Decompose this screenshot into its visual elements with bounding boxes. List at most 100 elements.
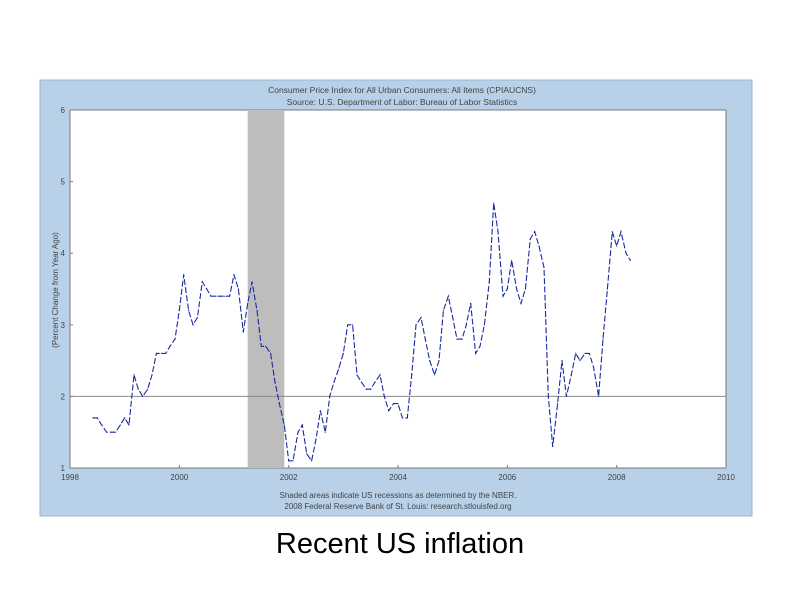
data-point (393, 403, 395, 405)
data-point (233, 274, 235, 276)
data-point (561, 360, 563, 362)
data-point (206, 288, 208, 290)
chart-title: Consumer Price Index for All Urban Consu… (268, 85, 536, 95)
y-axis-label: (Percent Change from Year Ago) (51, 232, 60, 348)
data-point (124, 417, 126, 419)
data-point (565, 395, 568, 397)
data-point (365, 388, 367, 390)
data-point (511, 259, 513, 261)
data-point (442, 309, 444, 312)
data-point (538, 245, 540, 247)
data-point (306, 453, 308, 455)
data-point (543, 266, 545, 269)
data-point (265, 345, 267, 347)
data-point (415, 324, 417, 326)
data-point (201, 281, 203, 283)
data-point (301, 424, 303, 426)
data-point (401, 417, 403, 419)
data-point (502, 295, 504, 297)
data-point (251, 281, 253, 283)
y-tick-label: 2 (61, 392, 66, 401)
data-point (151, 374, 153, 376)
data-point (397, 403, 399, 405)
data-point (178, 309, 180, 312)
data-point (210, 295, 212, 297)
data-point (529, 238, 531, 240)
y-tick-label: 6 (61, 106, 66, 115)
data-point (215, 295, 217, 297)
data-point (461, 338, 463, 340)
data-point (434, 374, 436, 376)
data-point (297, 431, 299, 433)
data-point (479, 345, 481, 347)
slide-caption: Recent US inflation (275, 528, 525, 560)
data-point (470, 302, 472, 304)
data-point (106, 431, 108, 433)
data-point (424, 338, 426, 340)
y-tick-label: 3 (61, 321, 66, 330)
data-point (611, 231, 613, 233)
data-point (557, 403, 559, 405)
data-point (292, 460, 294, 462)
data-point (406, 417, 408, 419)
data-point (247, 302, 249, 304)
data-point (452, 317, 454, 319)
data-point (347, 324, 349, 326)
data-point (493, 202, 495, 204)
series-points (92, 202, 631, 462)
data-point (188, 309, 190, 312)
y-tick-label: 5 (61, 178, 66, 187)
data-point (324, 431, 326, 433)
x-tick-label: 2000 (170, 473, 188, 482)
chart-subtitle: Source: U.S. Department of Labor: Bureau… (287, 97, 518, 107)
x-tick-label: 1998 (61, 473, 79, 482)
data-point (370, 388, 372, 390)
data-point (606, 288, 609, 290)
data-point (338, 367, 340, 369)
data-point (274, 381, 276, 383)
data-point (288, 460, 290, 462)
data-point (224, 295, 226, 297)
data-point (101, 424, 103, 426)
data-point (283, 424, 285, 426)
data-point (534, 231, 536, 233)
data-point (128, 424, 130, 426)
y-tick-label: 1 (61, 464, 66, 473)
data-point (438, 360, 440, 362)
data-point (142, 395, 144, 397)
data-point (625, 252, 627, 254)
data-point (520, 302, 522, 304)
data-point (483, 324, 485, 326)
data-point (96, 417, 98, 419)
data-point (497, 231, 499, 233)
data-point (616, 245, 618, 247)
data-point (183, 274, 185, 276)
x-tick-label: 2002 (280, 473, 298, 482)
data-point (506, 288, 508, 290)
data-point (229, 295, 231, 297)
data-point (447, 295, 449, 297)
data-point (155, 352, 157, 354)
data-point (429, 360, 431, 362)
data-point (137, 388, 139, 390)
x-axis: 1998 2000 2002 2004 2006 2008 2010 (61, 465, 735, 482)
y-tick-label: 4 (61, 249, 66, 258)
x-tick-label: 2004 (389, 473, 407, 482)
data-point (547, 395, 549, 397)
data-point (629, 259, 631, 261)
data-point (570, 374, 572, 376)
data-point (169, 345, 171, 347)
data-point (575, 352, 577, 354)
data-point (602, 338, 604, 340)
data-point (456, 338, 458, 340)
data-point (114, 431, 116, 433)
data-point (270, 352, 272, 354)
data-point (352, 324, 354, 326)
data-point (92, 417, 94, 419)
data-point (133, 374, 135, 376)
data-point (196, 317, 198, 319)
data-point (165, 352, 167, 354)
x-tick-label: 2006 (498, 473, 516, 482)
data-point (465, 324, 467, 326)
